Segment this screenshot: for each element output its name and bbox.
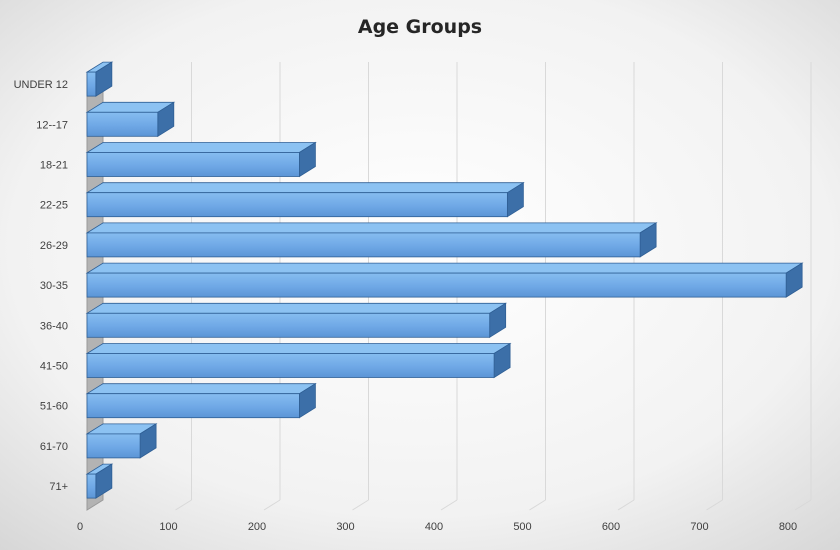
x-tick-label: 100 xyxy=(159,521,177,533)
chart-title: Age Groups xyxy=(358,16,482,38)
bar-top-face xyxy=(85,142,317,153)
category-label: 18-21 xyxy=(40,160,68,172)
bar xyxy=(85,61,114,97)
category-label: 36-40 xyxy=(40,320,68,332)
x-tick-label: 200 xyxy=(248,521,266,533)
category-label: 12--17 xyxy=(36,119,68,131)
bar-front-face xyxy=(86,393,300,419)
category-label: 61-70 xyxy=(40,441,68,453)
x-tick-label: 600 xyxy=(602,521,620,533)
floor-gridline xyxy=(263,499,281,511)
x-tick-label: 800 xyxy=(779,521,797,533)
bar-front-face xyxy=(86,473,97,499)
bar-front-face xyxy=(86,192,508,218)
floor-gridline xyxy=(529,499,546,511)
bar xyxy=(85,262,804,298)
bar-top-face xyxy=(85,302,508,314)
category-label: 41-50 xyxy=(40,361,68,373)
category-label: 71+ xyxy=(49,481,68,493)
bar-front-face xyxy=(86,111,159,137)
bar-front-face xyxy=(86,353,495,378)
bar-top-face xyxy=(85,222,658,234)
floor-gridline xyxy=(706,499,723,511)
x-tick-label: 700 xyxy=(690,521,708,533)
bar xyxy=(85,423,158,459)
bar-front-face xyxy=(86,312,491,338)
bar xyxy=(85,101,176,138)
bar xyxy=(85,181,525,218)
bar-front-face xyxy=(86,71,97,97)
floor-gridline xyxy=(440,499,458,511)
bar xyxy=(85,342,512,379)
bar-front-face xyxy=(86,232,641,258)
bar-front-face xyxy=(86,433,141,459)
category-label: 51-60 xyxy=(40,401,68,413)
bar-front-face xyxy=(86,272,787,298)
floor-gridline xyxy=(617,499,635,511)
floor-gridline xyxy=(794,499,812,511)
category-label: 26-29 xyxy=(40,240,68,252)
tick-labels: 0 100 200 300 400 500 600 700 800 xyxy=(77,521,797,533)
bar xyxy=(85,222,658,258)
bar-top-face xyxy=(85,383,317,395)
x-tick-label: 400 xyxy=(425,521,443,533)
floor-gridline xyxy=(175,499,192,511)
bars xyxy=(85,61,804,499)
bar xyxy=(85,302,508,339)
category-label: 22-25 xyxy=(40,200,68,212)
category-label: 30-35 xyxy=(40,280,68,292)
bar-front-face xyxy=(86,152,300,177)
bar xyxy=(85,382,317,419)
bar xyxy=(85,463,114,499)
x-tick-label: 500 xyxy=(513,521,531,533)
category-labels: UNDER 12 12--17 18-21 22-25 26-29 30-35 36-40 4… xyxy=(14,79,68,493)
bar xyxy=(85,141,317,178)
bar-top-face xyxy=(85,262,804,274)
floor-gridline xyxy=(352,499,369,511)
x-tick-label: 300 xyxy=(336,521,354,533)
category-label: UNDER 12 xyxy=(14,79,68,91)
x-tick-label: 0 xyxy=(77,521,83,533)
bar-top-face xyxy=(85,182,525,194)
bar-top-face xyxy=(85,343,512,354)
